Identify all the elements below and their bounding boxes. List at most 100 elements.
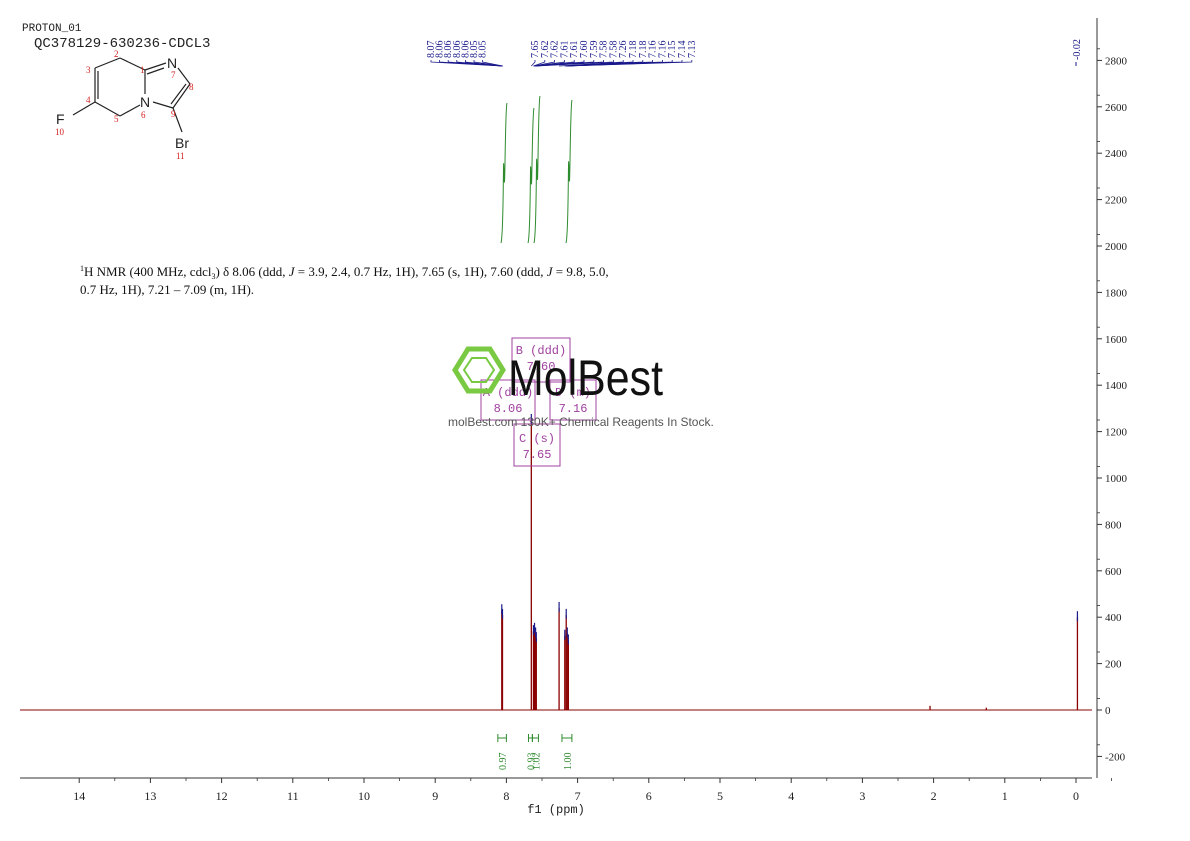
x-tick-label: 4 xyxy=(788,789,794,803)
experiment-name: PROTON_01 xyxy=(22,23,82,35)
peak-pick-label: 8.06 xyxy=(460,41,471,59)
peak-pick-label: 8.07 xyxy=(426,41,437,59)
multiplet-b-label: B (ddd) xyxy=(516,344,566,358)
x-tick-label: 11 xyxy=(287,789,299,803)
peak-pick-label: 7.26 xyxy=(618,41,629,59)
y-tick-label: 2000 xyxy=(1105,241,1128,253)
x-tick-label: 10 xyxy=(358,789,370,803)
peak-pick-connector xyxy=(473,60,503,67)
peak-pick-label: 7.59 xyxy=(589,41,600,59)
atom-number-5: 5 xyxy=(114,114,119,124)
integral-curve xyxy=(500,102,508,244)
peak-pick-label: 8.06 xyxy=(435,41,446,59)
integral-curve xyxy=(565,99,573,244)
peak-pick-connector xyxy=(465,60,503,67)
desc-j-1: J xyxy=(289,264,296,279)
watermark: MolBest molBest.com 130K+ Chemical Reage… xyxy=(448,346,714,429)
desc-part-c: = 3.9, 2.4, 0.7 Hz, 1H), 7.65 (s, 1H), 7… xyxy=(295,264,547,279)
peak-pick-labels: 8.078.068.068.068.068.058.05 7.657.627.62… xyxy=(426,39,1083,67)
sample-id: QC378129-630236-CDCL3 xyxy=(34,36,210,52)
multiplet-a-value: 8.06 xyxy=(494,402,523,416)
peak-pick-label: 7.15 xyxy=(667,41,678,59)
integral-value: 0.93 xyxy=(526,753,537,771)
molbest-logo-icon xyxy=(452,346,506,394)
integral-curve xyxy=(527,107,535,244)
watermark-tagline: molBest.com 130K+ Chemical Reagents In S… xyxy=(448,415,714,429)
x-tick-label: 6 xyxy=(646,789,652,803)
peak-pick-label: -0.02 xyxy=(1072,39,1083,60)
atom-symbol-br11: Br xyxy=(175,135,189,151)
atom-number-6: 6 xyxy=(141,110,146,120)
desc-subscript: 3 xyxy=(211,272,215,281)
x-tick-label: 12 xyxy=(216,789,228,803)
integral-labels: 0.97 0.931.02 1.00 xyxy=(497,734,574,771)
peak-pick-connector xyxy=(533,60,555,67)
peak-pick-label: 7.62 xyxy=(540,41,551,59)
x-tick-label: 0 xyxy=(1073,789,1079,803)
peak-pick-connector xyxy=(482,60,503,67)
peak-pick-label: 7.65 xyxy=(530,41,541,59)
peak-pick-connector xyxy=(568,60,693,67)
peak-pick-label: 7.62 xyxy=(550,41,561,59)
atom-number-11: 11 xyxy=(176,151,185,161)
peak-pick-label: 7.18 xyxy=(628,41,639,59)
multiplet-box-b: B (ddd) 7.60 xyxy=(511,337,571,383)
x-tick-label: 7 xyxy=(575,789,581,803)
y-tick-label: 1600 xyxy=(1105,334,1128,346)
x-tick-label: 14 xyxy=(73,789,85,803)
x-tick-label: 8 xyxy=(503,789,509,803)
peak-pick-label: 7.16 xyxy=(657,41,668,59)
multiplet-c-label: C (s) xyxy=(519,432,555,446)
desc-superscript: 1 xyxy=(80,264,84,273)
watermark-logo-text: MolBest xyxy=(508,350,663,406)
y-tick-label: 800 xyxy=(1105,519,1122,531)
atom-number-7: 7 xyxy=(171,70,176,80)
peak-pick-label: 7.61 xyxy=(569,41,580,59)
peak-pick-connector xyxy=(536,60,614,67)
multiplet-box-c: C (s) 7.65 xyxy=(513,423,561,467)
multiplet-d-value: 7.16 xyxy=(559,402,588,416)
y-tick-label: 200 xyxy=(1105,659,1122,671)
y-tick-label: 600 xyxy=(1105,566,1122,578)
y-tick-label: -200 xyxy=(1105,751,1126,763)
desc-j-2: J xyxy=(547,264,554,279)
integral-curves xyxy=(500,95,573,244)
atom-symbol-n6: N xyxy=(140,94,150,110)
integral-curve xyxy=(533,95,541,244)
x-tick-label: 3 xyxy=(859,789,865,803)
x-tick-label: 13 xyxy=(144,789,156,803)
y-tick-label: 2400 xyxy=(1105,148,1128,160)
molecule-structure xyxy=(72,57,191,133)
x-tick-label: 1 xyxy=(1002,789,1008,803)
atom-symbol-f10: F xyxy=(56,111,65,127)
multiplet-a-label: A (ddd) xyxy=(483,386,533,400)
desc-part-a: H NMR (400 MHz, cdcl xyxy=(84,264,212,279)
x-axis-label: f1 (ppm) xyxy=(527,803,585,817)
y-tick-label: 1000 xyxy=(1105,473,1128,485)
multiplet-box-d: D (m) 7.16 xyxy=(549,379,597,421)
integral-value: 1.02 xyxy=(531,753,542,771)
atom-number-4: 4 xyxy=(86,95,91,105)
atom-number-8: 8 xyxy=(189,82,194,92)
x-tick-label: 9 xyxy=(432,789,438,803)
y-tick-label: 2200 xyxy=(1105,195,1128,207)
peak-pick-label: 7.58 xyxy=(608,41,619,59)
x-tick-label: 2 xyxy=(931,789,937,803)
spectrum-peaks xyxy=(501,414,1079,710)
nmr-description-line1: 1H NMR (400 MHz, cdcl3) δ 8.06 (ddd, J =… xyxy=(80,264,609,281)
atom-number-3: 3 xyxy=(86,65,91,75)
peak-pick-label: 7.60 xyxy=(579,41,590,59)
peak-pick-connector xyxy=(559,60,624,67)
y-tick-label: 2800 xyxy=(1105,55,1128,67)
peak-pick-connector xyxy=(531,60,536,67)
peak-pick-label: 7.58 xyxy=(599,41,610,59)
atom-number-9: 9 xyxy=(171,109,176,119)
atom-numbers: 1 2 3 4 5 6 7 8 9 10 11 xyxy=(55,49,194,161)
multiplet-c-value: 7.65 xyxy=(523,448,552,462)
peak-pick-label: 8.06 xyxy=(443,41,454,59)
peak-pick-label: 7.14 xyxy=(677,41,688,59)
peak-pick-label: 8.05 xyxy=(469,41,480,59)
peak-pick-connector xyxy=(533,60,546,67)
peak-pick-label: 7.61 xyxy=(559,41,570,59)
peak-pick-label: 8.06 xyxy=(452,41,463,59)
